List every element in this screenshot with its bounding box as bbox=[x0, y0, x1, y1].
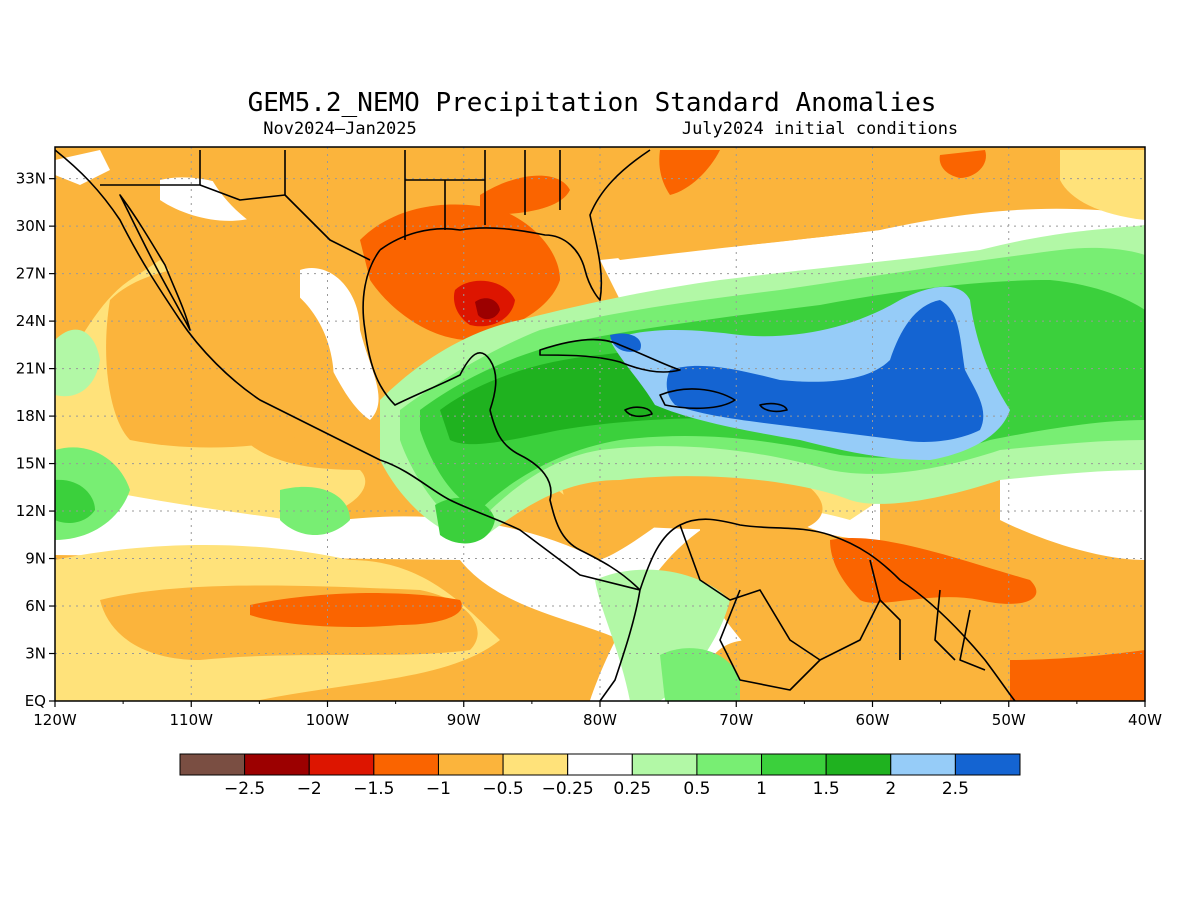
lat-tick-label: EQ bbox=[25, 692, 46, 710]
anomaly-above-light bbox=[55, 329, 100, 397]
colorbar-label: −2.5 bbox=[224, 779, 265, 799]
coastline-baja-california bbox=[119, 194, 191, 331]
map-panel bbox=[54, 146, 1146, 702]
anomaly-above-maximum bbox=[610, 333, 641, 352]
lat-tick-label: 6N bbox=[25, 597, 46, 615]
anomaly-below-strong bbox=[1010, 650, 1145, 701]
coastline-south-america-west bbox=[599, 589, 641, 701]
lon-tick-label: 110W bbox=[170, 711, 214, 729]
lon-tick-label: 60W bbox=[856, 711, 890, 729]
colorbar-label: −0.25 bbox=[542, 779, 594, 799]
longitude-axis: 120W 110W 100W 90W 80W 70W 60W 50W 40W bbox=[33, 701, 1162, 729]
coastline-south-america bbox=[639, 518, 1016, 701]
anomaly-below-light bbox=[1060, 150, 1145, 220]
lat-tick-label: 33N bbox=[16, 170, 46, 188]
lat-tick-label: 30N bbox=[16, 217, 46, 235]
border-south-america-interior bbox=[679, 524, 881, 691]
map-gridlines bbox=[55, 147, 1145, 701]
anomaly-below-strong bbox=[830, 538, 1037, 604]
colorbar-swatch bbox=[502, 753, 569, 776]
lon-tick-label: 100W bbox=[306, 711, 350, 729]
colorbar-swatch bbox=[373, 753, 439, 776]
anomaly-below-strong bbox=[939, 150, 986, 178]
border-us-states bbox=[199, 150, 561, 240]
anomaly-above-strong bbox=[435, 497, 495, 544]
anomaly-below-strong bbox=[659, 150, 720, 195]
anomaly-above-light bbox=[595, 569, 730, 701]
anomaly-below-moderate bbox=[560, 472, 823, 530]
coastline-us-gulf bbox=[379, 149, 651, 301]
anomaly-below-moderate bbox=[106, 266, 334, 448]
colorbar-label: −1.5 bbox=[353, 779, 394, 799]
colorbar-label: 0.25 bbox=[613, 779, 651, 799]
anomaly-above-strong bbox=[55, 479, 95, 523]
colorbar-label: −0.5 bbox=[482, 779, 523, 799]
lon-tick-label: 90W bbox=[447, 711, 481, 729]
anomaly-below-strong bbox=[250, 593, 462, 627]
colorbar-label: 1 bbox=[756, 779, 767, 799]
initial-conditions: July2024 initial conditions bbox=[682, 119, 958, 139]
colorbar-label: 0.5 bbox=[683, 779, 710, 799]
lon-tick-label: 40W bbox=[1128, 711, 1162, 729]
anomaly-above-moderate bbox=[660, 648, 740, 701]
lat-tick-label: 27N bbox=[16, 265, 46, 283]
coastline-central-america-caribbean bbox=[489, 409, 641, 591]
colorbar-swatch bbox=[437, 753, 504, 776]
colorbar-label: −2 bbox=[297, 779, 322, 799]
latitude-axis: EQ 3N 6N 9N 12N 15N 18N 21N 24N 27N 30N 33N bbox=[16, 170, 55, 710]
colorbar-swatch bbox=[761, 753, 827, 776]
lat-tick-label: 3N bbox=[25, 645, 46, 663]
colorbar-legend: −2.5 −2 −1.5 −1 −0.5 −0.25 0.25 0.5 1 1.5 2 2.5 bbox=[179, 753, 1021, 799]
coastlines bbox=[55, 149, 1016, 701]
coastline-central-america bbox=[449, 499, 641, 591]
coastline-cuba bbox=[539, 338, 681, 373]
colorbar-swatch bbox=[696, 753, 763, 776]
lat-tick-label: 24N bbox=[16, 312, 46, 330]
lon-tick-label: 120W bbox=[33, 711, 77, 729]
anomaly-below-extreme bbox=[475, 298, 500, 320]
lon-tick-label: 70W bbox=[719, 711, 753, 729]
border-us-mexico bbox=[100, 184, 371, 261]
lat-tick-label: 12N bbox=[16, 502, 46, 520]
coastline-puerto-rico bbox=[759, 402, 788, 413]
lat-tick-label: 9N bbox=[25, 550, 46, 568]
anomaly-below-moderate bbox=[700, 520, 1145, 701]
anomaly-below-moderate bbox=[594, 150, 1060, 260]
colorbar-swatch bbox=[567, 753, 633, 776]
anomaly-near-normal bbox=[55, 150, 110, 185]
border-guianas bbox=[869, 559, 986, 671]
colorbar-swatch bbox=[890, 753, 956, 776]
lon-tick-label: 80W bbox=[583, 711, 617, 729]
lat-tick-label: 18N bbox=[16, 407, 46, 425]
colorbar-label: −1 bbox=[426, 779, 451, 799]
colorbar-swatch bbox=[179, 753, 246, 776]
colorbar-swatch bbox=[631, 753, 698, 776]
anomaly-near-normal bbox=[300, 268, 379, 420]
anomaly-near-normal bbox=[1000, 451, 1145, 560]
anomaly-fields bbox=[55, 150, 1145, 701]
colorbar-label: 1.5 bbox=[813, 779, 840, 799]
lat-tick-label: 15N bbox=[16, 455, 46, 473]
colorbar-swatch bbox=[308, 753, 375, 776]
coastline-hispaniola bbox=[659, 388, 736, 410]
colorbar-label: 2.5 bbox=[942, 779, 969, 799]
coastline-gulf-of-mexico bbox=[362, 249, 497, 411]
map-title: GEM5.2_NEMO Precipitation Standard Anoma… bbox=[248, 88, 937, 118]
lon-tick-label: 50W bbox=[992, 711, 1026, 729]
forecast-period: Nov2024–Jan2025 bbox=[263, 119, 417, 139]
colorbar-swatch bbox=[954, 753, 1021, 776]
coastline-jamaica bbox=[624, 406, 653, 418]
colorbar-swatch bbox=[244, 753, 310, 776]
colorbar-swatch bbox=[825, 753, 892, 776]
colorbar-label: 2 bbox=[885, 779, 896, 799]
coastline-mexico-pacific bbox=[55, 149, 451, 501]
lat-tick-label: 21N bbox=[16, 360, 46, 378]
anomaly-above-maximum bbox=[666, 300, 984, 442]
